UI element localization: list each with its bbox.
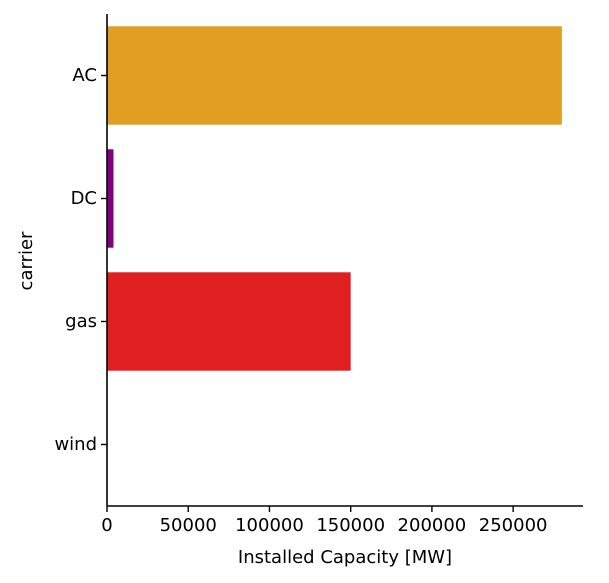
x-ticks-group: 0 50000 100000 150000 200000 250000: [101, 506, 548, 536]
bar-DC: [107, 149, 114, 248]
x-tick-label: 100000: [235, 515, 304, 536]
x-tick-label: 150000: [316, 515, 385, 536]
bar-AC: [107, 26, 562, 125]
bar-gas: [107, 272, 351, 371]
x-tick-label: 200000: [398, 515, 467, 536]
y-ticks-group: AC DC gas wind: [54, 65, 107, 455]
y-tick-label: wind: [54, 434, 97, 455]
y-axis-label: carrier: [16, 231, 37, 290]
x-tick-label: 250000: [479, 515, 548, 536]
y-tick-label: gas: [65, 311, 97, 332]
bars-group: [107, 26, 562, 371]
x-tick-label: 50000: [160, 515, 217, 536]
y-tick-label: AC: [72, 65, 97, 86]
x-tick-label: 0: [101, 515, 112, 536]
y-tick-label: DC: [71, 188, 97, 209]
x-axis-label: Installed Capacity [MW]: [238, 547, 452, 568]
